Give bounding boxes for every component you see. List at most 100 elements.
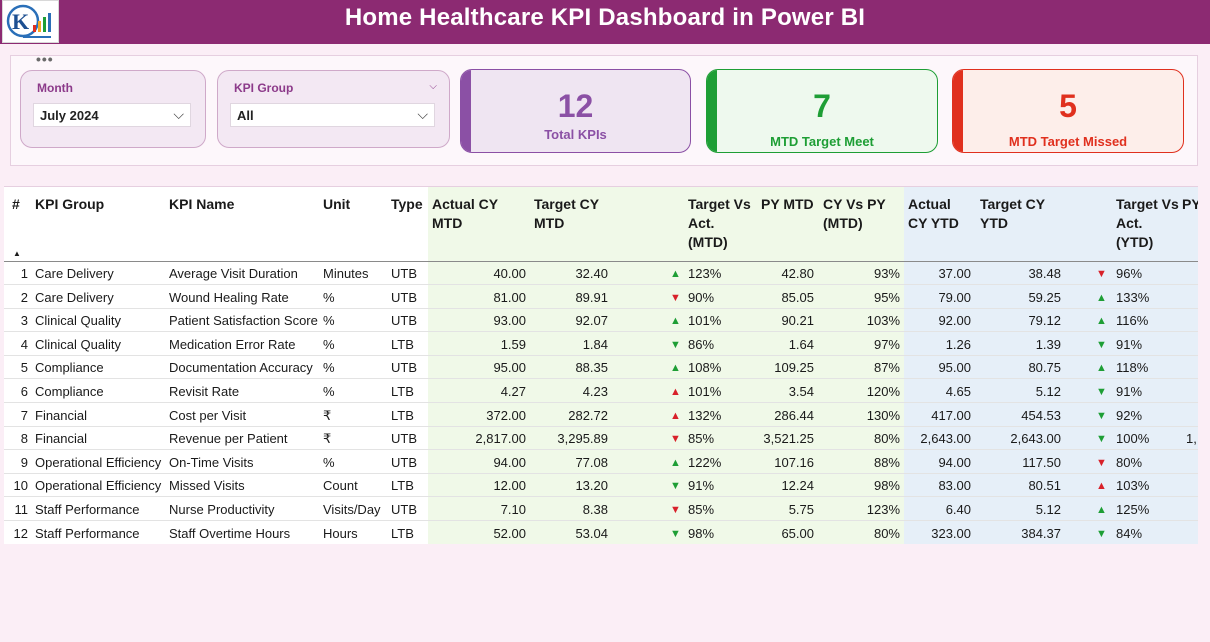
cell-type: LTB [391, 525, 414, 541]
cell-py-mtd: 90.21 [781, 313, 814, 329]
cell-target-vs-act-ytd: 103% [1116, 478, 1150, 494]
cell-py-mtd: 42.80 [781, 266, 814, 281]
mtd-target-meet-label: MTD Target Meet [770, 134, 874, 149]
triangle-up-icon: ▲ [670, 409, 681, 422]
month-slicer-label: Month [37, 81, 73, 95]
column-header-target-vs-act-ytd[interactable]: Target Vs Act. (YTD) [1116, 196, 1179, 250]
total-kpis-label: Total KPIs [544, 127, 607, 142]
cell-target-vs-act-mtd: 132% [688, 407, 722, 423]
cell-kpi-group: Clinical Quality [35, 336, 121, 352]
cell-kpi-name: Revenue per Patient [169, 431, 288, 447]
cell-py-mtd: 65.00 [781, 525, 814, 541]
triangle-down-icon: ▼ [1096, 409, 1107, 422]
cell-actual-cy-ytd: 79.00 [938, 289, 971, 305]
total-kpis-value: 12 [557, 88, 594, 124]
cell-type: UTB [391, 313, 417, 329]
cell-actual-cy-ytd: 2,643.00 [920, 431, 971, 447]
cell-target-vs-act-ytd: 92% [1116, 407, 1143, 423]
cell-actual-cy-mtd: 40.00 [493, 266, 526, 281]
column-header-target-vs-act-mtd[interactable]: Target Vs Act. (MTD) [688, 196, 751, 250]
cell-number: 3 [20, 313, 28, 329]
cell-py-mtd: 109.25 [774, 360, 814, 376]
cell-target-cy-mtd: 53.04 [575, 525, 608, 541]
cell-actual-cy-mtd: 95.00 [493, 360, 526, 376]
cell-cy-vs-py-mtd: 123% [866, 502, 900, 517]
cell-actual-cy-mtd: 1.59 [500, 336, 526, 352]
cell-target-vs-act-mtd: 85% [688, 502, 715, 517]
cell-number: 12 [13, 525, 28, 541]
header-divider [4, 261, 1198, 262]
cell-unit: ₹ [323, 431, 332, 447]
cell-kpi-name: Wound Healing Rate [169, 289, 289, 305]
cell-kpi-name: Revisit Rate [169, 384, 240, 399]
triangle-down-icon: ▼ [670, 480, 681, 493]
cell-kpi-name: Cost per Visit [169, 407, 247, 423]
month-dropdown[interactable]: July 2024 ⌵ [33, 103, 191, 127]
cell-target-cy-ytd: 79.12 [1028, 313, 1061, 329]
cell-type: UTB [391, 266, 417, 281]
column-header-target-cy-mtd[interactable]: Target CY MTD [534, 196, 599, 231]
cell-target-vs-act-mtd: 123% [688, 266, 722, 281]
cell-target-vs-act-ytd: 91% [1116, 384, 1143, 399]
kpi-group-dropdown[interactable]: All ⌵ [230, 103, 435, 127]
cell-cy-vs-py-mtd: 88% [873, 454, 900, 470]
cell-kpi-name: Documentation Accuracy [169, 360, 313, 376]
triangle-down-icon: ▼ [1096, 268, 1107, 280]
cell-cy-vs-py-mtd: 80% [873, 431, 900, 447]
row-divider [4, 449, 1198, 451]
cell-number: 4 [20, 336, 28, 352]
cell-unit: % [323, 454, 335, 470]
column-header-py-ytd[interactable]: PY [1182, 196, 1198, 212]
cell-py-mtd: 3,521.25 [763, 431, 814, 447]
column-header-kpi-name[interactable]: KPI Name [169, 196, 235, 212]
cell-number: 5 [20, 360, 28, 376]
column-header-cy-vs-py-mtd[interactable]: CY Vs PY (MTD) [823, 196, 886, 231]
column-header-actual-cy-ytd[interactable]: Actual CY YTD [908, 196, 959, 231]
triangle-up-icon: ▲ [670, 386, 681, 398]
cell-kpi-group: Care Delivery [35, 266, 114, 281]
cell-target-vs-act-mtd: 90% [688, 289, 715, 305]
cell-actual-cy-mtd: 4.27 [500, 384, 526, 399]
cell-py-mtd: 1.64 [788, 336, 814, 352]
cell-type: UTB [391, 431, 417, 447]
sort-ascending-icon[interactable]: ▲ [13, 249, 21, 258]
cell-target-vs-act-ytd: 91% [1116, 336, 1143, 352]
triangle-down-icon: ▼ [1096, 386, 1107, 398]
cell-py-mtd: 12.24 [781, 478, 814, 494]
cell-type: UTB [391, 502, 417, 517]
chevron-down-icon[interactable]: ⌵ [429, 81, 437, 92]
column-header-unit[interactable]: Unit [323, 196, 351, 212]
cell-cy-vs-py-mtd: 97% [873, 336, 900, 352]
cell-target-cy-ytd: 59.25 [1028, 289, 1061, 305]
cell-py-ytd: 1, [1186, 431, 1197, 447]
triangle-down-icon: ▼ [670, 527, 681, 540]
more-options-icon[interactable]: ••• [36, 51, 54, 67]
row-divider [4, 307, 1198, 309]
cell-unit: ₹ [323, 407, 332, 423]
column-header-py-mtd[interactable]: PY MTD [761, 196, 814, 212]
column-header-actual-cy-mtd[interactable]: Actual CY MTD [432, 196, 498, 231]
cell-py-mtd: 5.75 [788, 502, 814, 517]
cell-cy-vs-py-mtd: 98% [873, 478, 900, 494]
triangle-down-icon: ▼ [1096, 527, 1107, 540]
cell-kpi-group: Care Delivery [35, 289, 114, 305]
triangle-down-icon: ▼ [1096, 338, 1107, 351]
column-header-target-cy-ytd[interactable]: Target CY YTD [980, 196, 1045, 231]
page-title: Home Healthcare KPI Dashboard in Power B… [344, 4, 866, 31]
cell-target-cy-mtd: 282.72 [568, 407, 608, 423]
triangle-down-icon: ▼ [670, 504, 681, 516]
cell-target-vs-act-mtd: 98% [688, 525, 715, 541]
cell-unit: % [323, 289, 335, 305]
kpi-group-slicer: KPI Group ⌵ All ⌵ [217, 70, 450, 148]
column-header-type[interactable]: Type [391, 196, 423, 212]
cell-unit: % [323, 336, 335, 352]
column-header-kpi-group[interactable]: KPI Group [35, 196, 105, 212]
cell-type: LTB [391, 478, 414, 494]
cell-cy-vs-py-mtd: 103% [866, 313, 900, 329]
triangle-down-icon: ▼ [1096, 456, 1107, 469]
mtd-target-missed-card: 5 MTD Target Missed [952, 69, 1184, 153]
cell-actual-cy-ytd: 37.00 [938, 266, 971, 281]
column-header-number[interactable]: # [12, 196, 20, 212]
triangle-up-icon: ▲ [1096, 315, 1107, 328]
cell-target-vs-act-ytd: 133% [1116, 289, 1150, 305]
